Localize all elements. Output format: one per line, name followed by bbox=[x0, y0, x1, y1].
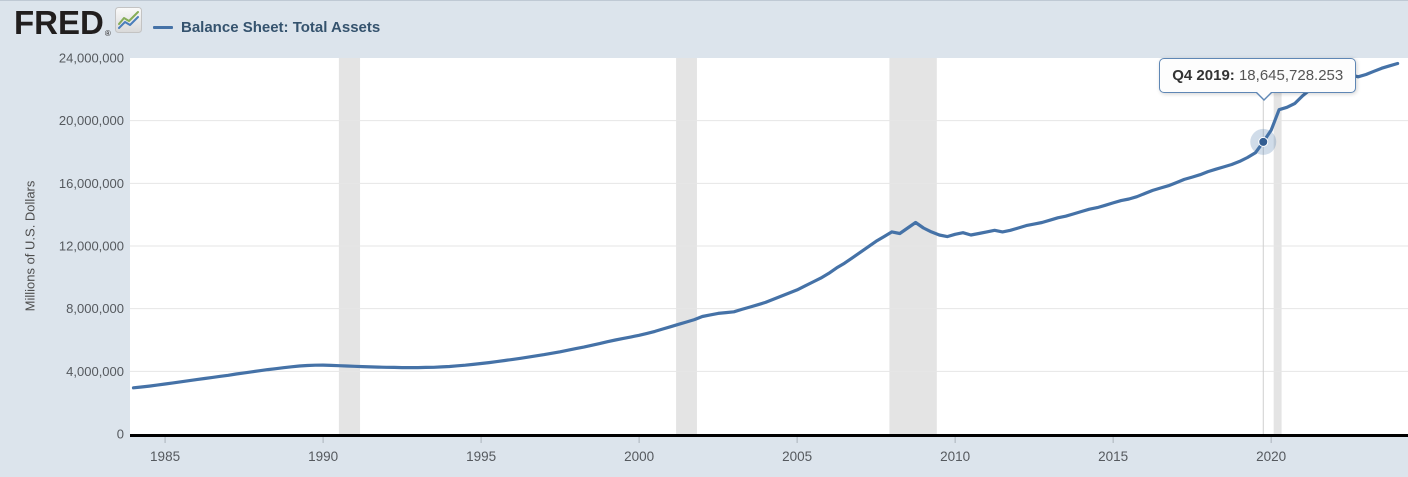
registered-mark: ® bbox=[104, 29, 111, 38]
y-tick-label: 16,000,000 bbox=[59, 176, 124, 191]
y-tick-label: 0 bbox=[117, 427, 124, 442]
tooltip-arrow-fill bbox=[1256, 92, 1271, 99]
y-tick-label: 8,000,000 bbox=[66, 301, 124, 316]
x-tick-label: 2015 bbox=[1098, 449, 1128, 464]
x-tick-label: 2020 bbox=[1256, 449, 1286, 464]
x-tick-label: 1985 bbox=[150, 449, 180, 464]
fred-logo[interactable]: FRED ® bbox=[14, 4, 142, 41]
tooltip-period-label: Q4 2019: bbox=[1172, 67, 1235, 84]
line-chart-icon bbox=[114, 7, 142, 38]
x-tick-label: 2005 bbox=[782, 449, 812, 464]
x-tick-label: 2010 bbox=[940, 449, 970, 464]
x-tick-label: 2000 bbox=[624, 449, 654, 464]
x-axis-line bbox=[130, 434, 1408, 437]
tooltip: Q4 2019: 18,645,728.253 bbox=[1159, 58, 1357, 101]
y-tick-label: 12,000,000 bbox=[59, 239, 124, 254]
x-tick-label: 1995 bbox=[466, 449, 496, 464]
y-tick-label: 24,000,000 bbox=[59, 51, 124, 66]
legend[interactable]: Balance Sheet: Total Assets bbox=[153, 19, 380, 36]
chart-header: FRED ® Balance Sheet: Total Assets bbox=[0, 1, 1408, 49]
y-tick-label: 20,000,000 bbox=[59, 113, 124, 128]
x-tick-label: 1990 bbox=[308, 449, 338, 464]
highlight-point[interactable] bbox=[1258, 136, 1269, 147]
legend-series-label: Balance Sheet: Total Assets bbox=[181, 19, 381, 36]
y-tick-label: 4,000,000 bbox=[66, 364, 124, 379]
series-line[interactable] bbox=[131, 61, 1400, 390]
legend-line-swatch bbox=[153, 26, 173, 29]
fred-logo-text: FRED bbox=[14, 4, 104, 41]
tooltip-value: 18,645,728.253 bbox=[1238, 67, 1344, 84]
